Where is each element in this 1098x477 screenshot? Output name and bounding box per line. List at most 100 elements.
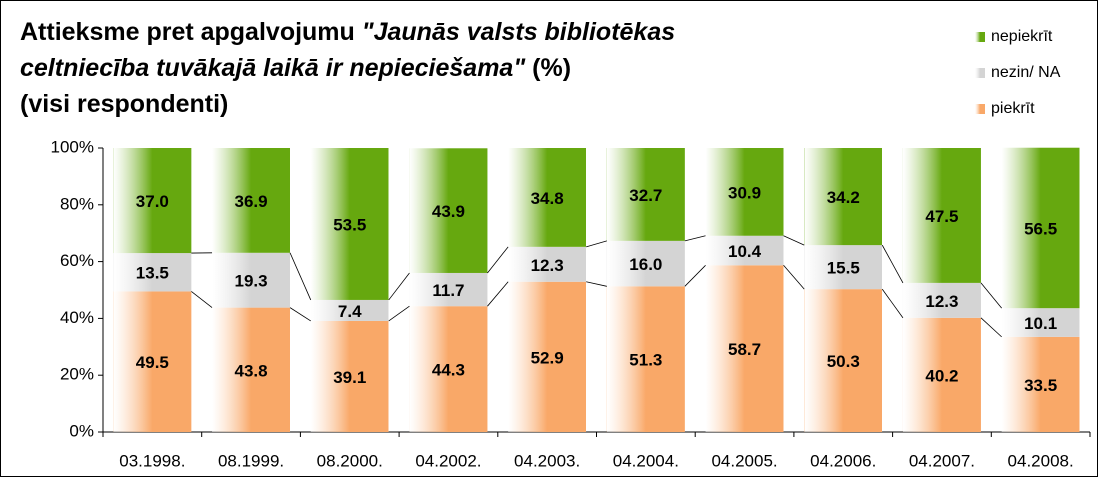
data-label: 43.8 — [235, 361, 268, 380]
y-tick-label: 80% — [60, 194, 94, 213]
bar-segment — [508, 148, 587, 247]
legend-swatch — [975, 104, 985, 114]
bar-segment — [310, 148, 389, 300]
data-label: 44.3 — [432, 361, 465, 380]
data-label: 43.9 — [432, 202, 465, 221]
bar-segment — [705, 235, 784, 266]
bar-segment — [113, 253, 192, 292]
title-line: celtniecība tuvākajā laikā ir nepiecieša… — [20, 50, 675, 86]
bar-segment — [212, 307, 291, 432]
bar-segment — [212, 252, 291, 308]
x-tick-label: 03.1998. — [119, 451, 185, 470]
title-segment: "Jaunās valsts bibliotēkas — [361, 18, 676, 46]
data-label: 12.3 — [531, 256, 564, 275]
data-label: 19.3 — [235, 272, 268, 291]
data-label: 34.8 — [531, 189, 564, 208]
bar-segment — [902, 148, 981, 283]
data-label: 10.4 — [728, 242, 762, 261]
data-label: 40.2 — [925, 366, 958, 385]
series-line — [783, 265, 805, 290]
bar-segment — [606, 148, 685, 241]
data-label: 49.5 — [136, 353, 169, 372]
bar-segment — [310, 320, 389, 432]
data-label: 30.9 — [728, 183, 761, 202]
title-line: (visi respondenti) — [20, 86, 675, 122]
data-label: 37.0 — [136, 192, 169, 211]
data-label: 34.2 — [827, 188, 860, 207]
series-line — [289, 252, 312, 301]
data-label: 58.7 — [728, 340, 761, 359]
x-tick-label: 04.2007. — [909, 451, 975, 470]
bar-segment — [508, 246, 587, 282]
bar-segment — [212, 148, 291, 253]
bar-segment — [508, 281, 587, 432]
title-segment: (%) — [525, 54, 572, 82]
x-tick-label: 04.2004. — [613, 451, 679, 470]
series-line — [980, 317, 1002, 338]
legend-swatch — [975, 68, 985, 78]
y-tick-label: 0% — [69, 421, 94, 440]
series-line — [487, 281, 509, 307]
series-line — [684, 235, 706, 242]
legend-label: nepiekrīt — [991, 28, 1053, 45]
data-label: 10.1 — [1024, 314, 1057, 333]
x-tick-label: 04.2002. — [415, 451, 481, 470]
data-label: 13.5 — [136, 264, 169, 283]
data-label: 32.7 — [629, 186, 662, 205]
bar-segment — [804, 245, 883, 290]
series-line — [881, 244, 904, 284]
series-line — [586, 240, 607, 248]
data-label: 47.5 — [925, 207, 958, 226]
x-tick-label: 08.1999. — [218, 451, 284, 470]
y-tick-label: 40% — [60, 308, 94, 327]
bar-segment — [606, 240, 685, 287]
bar-segment — [804, 148, 883, 246]
legend-label: piekrīt — [991, 100, 1035, 117]
bar-segment — [1001, 147, 1080, 309]
bar-segment — [705, 265, 784, 432]
x-tick-label: 04.2008. — [1008, 451, 1074, 470]
data-label: 50.3 — [827, 352, 860, 371]
x-tick-label: 08.2000. — [317, 451, 383, 470]
x-tick-label: 04.2003. — [514, 451, 580, 470]
bar-segment — [1001, 336, 1080, 432]
title-line: Attieksme pret apgalvojumu "Jaunās valst… — [20, 14, 675, 50]
y-tick-label: 100% — [51, 137, 94, 156]
bar-segment — [113, 291, 192, 432]
bar-segment — [310, 299, 389, 321]
y-tick-label: 60% — [60, 251, 94, 270]
series-line — [388, 272, 410, 301]
title-segment: Attieksme pret apgalvojumu — [20, 18, 362, 46]
series-line — [388, 305, 410, 322]
series-line — [289, 307, 311, 322]
data-label: 7.4 — [338, 302, 362, 321]
x-tick-label: 04.2006. — [810, 451, 876, 470]
series-line — [980, 282, 1002, 309]
bar-segment — [705, 148, 784, 236]
chart-title: Attieksme pret apgalvojumu "Jaunās valst… — [20, 14, 675, 122]
data-label: 51.3 — [629, 351, 662, 370]
data-label: 12.3 — [925, 292, 958, 311]
series-line — [586, 281, 607, 287]
series-line — [487, 246, 509, 274]
title-segment: (visi respondenti) — [20, 90, 229, 118]
series-line — [684, 265, 706, 287]
data-label: 56.5 — [1024, 219, 1057, 238]
bar-segment — [113, 148, 192, 254]
bar-segment — [409, 148, 488, 273]
x-tick-label: 04.2005. — [711, 451, 777, 470]
bar-segment — [902, 282, 981, 318]
data-label: 16.0 — [629, 255, 662, 274]
series-line — [191, 291, 213, 308]
y-tick-label: 20% — [60, 365, 94, 384]
data-label: 52.9 — [531, 348, 564, 367]
bar-segment — [902, 317, 981, 432]
data-label: 15.5 — [827, 259, 860, 278]
data-label: 53.5 — [333, 215, 366, 234]
title-segment: celtniecība tuvākajā laikā ir nepiecieša… — [20, 54, 526, 82]
data-label: 39.1 — [333, 368, 366, 387]
legend-swatch — [975, 32, 985, 42]
bar-segment — [606, 286, 685, 432]
